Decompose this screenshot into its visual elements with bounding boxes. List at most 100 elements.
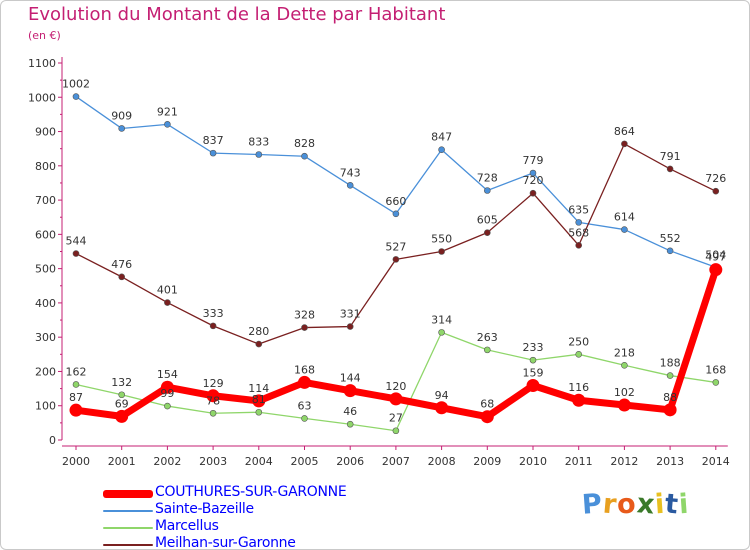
x-tick-label: 2009 (473, 455, 501, 468)
data-label: 81 (252, 393, 266, 406)
data-label: 144 (340, 372, 361, 385)
y-tick-label: 1000 (28, 91, 56, 104)
legend-swatch (103, 544, 153, 546)
data-label: 333 (203, 307, 224, 320)
data-point (438, 146, 445, 154)
x-tick-label: 2006 (336, 455, 364, 468)
data-label: 233 (523, 341, 544, 354)
data-point (712, 187, 720, 195)
data-label: 168 (294, 363, 315, 376)
data-point (164, 121, 171, 128)
data-point (666, 372, 674, 379)
data-label: 726 (705, 172, 726, 185)
legend-swatch (103, 490, 153, 498)
x-tick-label: 2008 (428, 455, 456, 468)
data-label: 69 (115, 397, 129, 410)
y-tick-label: 800 (35, 160, 56, 173)
x-tick-label: 2011 (565, 455, 593, 468)
data-label: 154 (157, 368, 178, 381)
data-point (663, 403, 677, 417)
x-tick-label: 2014 (702, 455, 730, 468)
logo-letter: i (678, 488, 691, 521)
value-labels: 87 69 154 129 114 168 144 120 94 68 159 116 102 88 497… (62, 78, 726, 425)
data-label: 921 (157, 105, 178, 118)
data-label: 99 (160, 387, 174, 400)
data-point (72, 250, 80, 257)
data-point (480, 410, 494, 424)
data-label: 263 (477, 331, 498, 344)
data-point (252, 394, 266, 408)
data-point (115, 409, 129, 423)
data-point (69, 403, 83, 417)
y-tick-label: 300 (35, 331, 56, 344)
data-point (526, 379, 540, 393)
data-point (392, 427, 400, 435)
data-point (575, 219, 583, 226)
data-label: 78 (206, 394, 220, 407)
data-label: 401 (157, 284, 178, 297)
x-tick-label: 2004 (245, 455, 273, 468)
data-label: 314 (431, 313, 452, 326)
data-label: 728 (477, 171, 498, 184)
data-point (575, 242, 583, 249)
y-tick-label: 1100 (28, 57, 56, 70)
data-label: 87 (69, 391, 83, 404)
data-point (438, 329, 445, 336)
data-point (621, 361, 628, 369)
data-label: 88 (663, 391, 677, 404)
data-label: 188 (660, 357, 681, 370)
legend-label: Meilhan-sur-Garonne (155, 535, 296, 550)
data-label: 129 (203, 377, 224, 390)
data-point (346, 323, 354, 330)
data-label: 250 (568, 335, 589, 348)
data-label: 328 (294, 309, 315, 322)
data-label: 833 (248, 136, 269, 149)
data-point (483, 229, 491, 236)
data-label: 864 (614, 125, 635, 138)
y-tick-label: 700 (35, 194, 56, 207)
data-point (118, 391, 125, 399)
data-point (72, 93, 80, 100)
data-point (483, 346, 491, 354)
data-label: 544 (66, 235, 87, 248)
data-point (572, 393, 586, 407)
data-label: 614 (614, 211, 635, 224)
proxiti-logo: Proxiti (581, 488, 691, 521)
data-label: 504 (705, 248, 726, 261)
data-point (389, 392, 403, 406)
y-tick-label: 0 (49, 434, 56, 447)
y-tick-label: 500 (35, 263, 56, 276)
data-label: 837 (203, 134, 224, 147)
data-label: 568 (568, 226, 589, 239)
data-label: 46 (343, 405, 357, 418)
data-point (301, 152, 308, 160)
data-label: 120 (385, 380, 406, 393)
data-point (712, 379, 720, 386)
data-label: 550 (431, 233, 452, 246)
data-label: 162 (66, 365, 87, 378)
data-label: 280 (248, 325, 269, 338)
data-point (209, 409, 217, 417)
data-point (621, 140, 628, 148)
data-point (529, 356, 537, 364)
data-point (164, 299, 171, 306)
data-point (209, 322, 217, 330)
data-point (255, 340, 263, 348)
data-point (301, 324, 308, 331)
data-point (709, 263, 723, 277)
data-label: 635 (568, 203, 589, 216)
data-label: 791 (660, 150, 681, 163)
data-point (435, 401, 449, 415)
data-point (255, 151, 263, 158)
data-label: 114 (248, 382, 269, 395)
data-point (301, 415, 308, 422)
legend-label: Sainte-Bazeille (155, 501, 254, 517)
data-point (206, 389, 220, 403)
data-point (438, 248, 445, 255)
x-tick-label: 2000 (62, 455, 90, 468)
data-point (529, 169, 537, 177)
data-label: 909 (111, 109, 132, 122)
x-tick-label: 2005 (291, 455, 319, 468)
